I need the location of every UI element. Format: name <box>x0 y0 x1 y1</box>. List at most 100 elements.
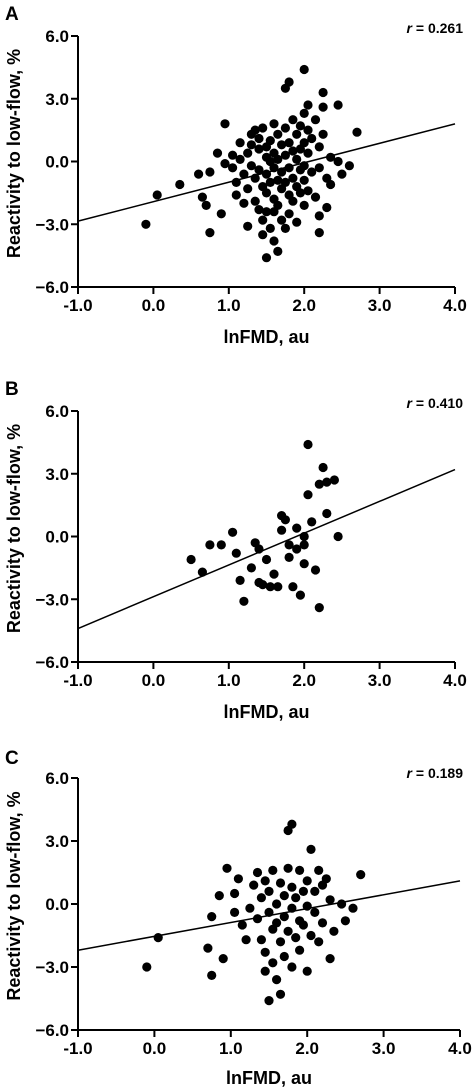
data-point <box>254 165 264 175</box>
data-point <box>256 893 266 903</box>
data-point <box>231 190 241 200</box>
data-point <box>280 223 290 233</box>
data-point <box>299 108 309 118</box>
axis-ticks: -1.0 0.0 1.0 2.0 3.0 4.0 6.0 3.0 0.0 −3.0 −6.0 <box>35 27 466 315</box>
data-point <box>337 169 347 179</box>
y-tick-label: −6.0 <box>35 278 69 297</box>
data-point <box>291 933 301 943</box>
x-tick-label: 3.0 <box>368 671 392 690</box>
data-point <box>329 926 339 936</box>
data-point <box>333 100 343 110</box>
data-point <box>280 515 290 525</box>
data-point <box>283 863 293 873</box>
data-point <box>218 954 228 964</box>
data-point <box>260 876 270 886</box>
x-tick-label: 1.0 <box>219 1039 243 1058</box>
data-point <box>288 173 298 183</box>
correlation-symbol: r <box>407 395 414 411</box>
data-point <box>314 142 324 152</box>
data-point <box>265 177 275 187</box>
data-point <box>307 133 317 144</box>
data-point <box>280 177 290 187</box>
data-point <box>258 123 268 133</box>
data-point <box>303 100 313 110</box>
data-point <box>277 525 287 535</box>
data-point <box>220 159 230 169</box>
data-point <box>292 129 302 139</box>
data-point <box>299 540 309 550</box>
data-point <box>298 920 308 930</box>
y-tick-label: 0.0 <box>45 528 69 547</box>
data-point <box>292 523 302 533</box>
scatter-points <box>186 439 343 613</box>
axis-ticks: -1.0 0.0 1.0 2.0 3.0 4.0 6.0 3.0 0.0 −3.0 −6.0 <box>35 769 471 1058</box>
data-point <box>307 167 317 177</box>
data-point <box>295 121 305 131</box>
data-point <box>306 844 316 855</box>
data-point <box>220 119 230 129</box>
data-point <box>205 167 215 177</box>
x-tick-label: 1.0 <box>217 671 241 690</box>
data-point <box>245 903 255 913</box>
axis-ticks: -1.0 0.0 1.0 2.0 3.0 4.0 6.0 3.0 0.0 −3.0 −6.0 <box>35 402 466 690</box>
data-point <box>216 540 226 550</box>
data-point <box>292 154 302 164</box>
correlation-value: = 0.261 <box>412 20 463 36</box>
data-point <box>277 215 287 225</box>
x-tick-label: 3.0 <box>368 296 392 315</box>
data-point <box>288 115 298 125</box>
data-point <box>268 958 278 968</box>
data-point <box>273 200 283 210</box>
data-point <box>344 161 354 171</box>
correlation-annotation: r = 0.410 <box>407 395 464 411</box>
data-point <box>273 129 283 139</box>
panel-b: B r = 0.410 -1.0 0.0 1.0 2.0 3.0 4.0 6.0 3.0 0.0… <box>4 379 467 722</box>
data-point <box>228 150 238 160</box>
data-point <box>214 891 224 901</box>
data-point <box>288 196 298 206</box>
data-point <box>235 154 245 164</box>
scatter-points <box>141 64 362 263</box>
data-point <box>292 217 302 227</box>
x-tick-label: 3.0 <box>372 1039 396 1058</box>
data-point <box>322 202 332 213</box>
data-point <box>325 895 335 905</box>
data-point <box>269 236 279 246</box>
data-point <box>295 945 305 955</box>
data-point <box>273 582 283 592</box>
data-point <box>222 863 232 873</box>
data-point <box>337 899 347 909</box>
y-tick-label: 3.0 <box>45 90 69 109</box>
panel-label: A <box>5 4 19 25</box>
data-point <box>237 920 247 930</box>
data-point <box>228 163 238 173</box>
data-point <box>272 918 282 928</box>
data-point <box>273 154 283 164</box>
data-point <box>260 947 270 957</box>
y-tick-label: −3.0 <box>35 590 69 609</box>
x-tick-label: 4.0 <box>443 296 467 315</box>
y-axis-title: Reactivity to low-flow, % <box>4 424 24 633</box>
y-tick-label: −3.0 <box>35 958 69 977</box>
data-point <box>303 148 313 158</box>
data-point <box>246 140 256 150</box>
data-point <box>299 559 309 569</box>
data-point <box>356 870 366 880</box>
data-point <box>310 115 321 125</box>
data-point <box>284 540 294 550</box>
data-point <box>264 886 274 897</box>
data-point <box>275 989 286 999</box>
y-tick-label: −6.0 <box>35 1021 69 1040</box>
y-tick-label: −6.0 <box>35 653 69 672</box>
y-tick-label: 6.0 <box>45 769 69 788</box>
x-tick-label: -1.0 <box>63 296 92 315</box>
y-tick-label: 3.0 <box>45 832 69 851</box>
data-point <box>292 544 302 554</box>
data-point <box>352 127 362 137</box>
regression-line <box>77 880 461 951</box>
data-point <box>246 563 256 573</box>
data-point <box>314 479 324 489</box>
data-point <box>231 548 241 558</box>
data-point <box>284 138 294 148</box>
data-point <box>279 912 289 922</box>
